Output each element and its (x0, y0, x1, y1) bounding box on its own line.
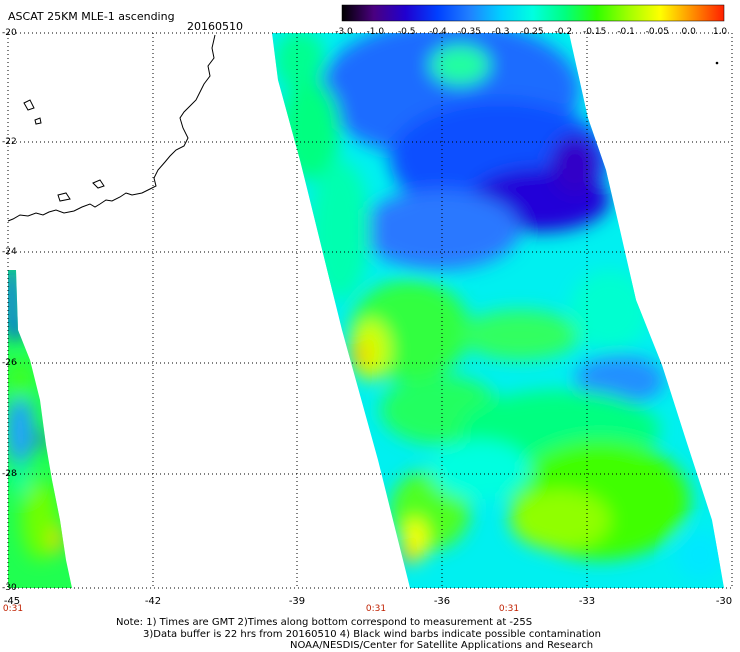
colorbar-label: -0.25 (520, 27, 544, 37)
colorbar-label: -0.5 (397, 27, 416, 37)
y-tick-label: -28 (2, 469, 17, 479)
x-tick-label: -45 (3, 596, 21, 607)
wind-swath-left (8, 270, 72, 588)
colorbar-label: -0.1 (617, 27, 635, 37)
colorbar-label: -0.15 (583, 27, 607, 37)
colorbar-label: -3.0 (335, 27, 353, 37)
y-tick-label: -22 (2, 137, 17, 147)
colorbar-label: -0.35 (457, 27, 481, 37)
colorbar-label: -0.05 (645, 27, 669, 37)
x-tick-label: -42 (144, 596, 162, 607)
time-label: 0:31 (2, 604, 24, 614)
gridlines (8, 33, 732, 588)
y-tick-label: -24 (2, 247, 17, 257)
colorbar-label: 0.0 (681, 27, 696, 37)
chart-title: ASCAT 25KM MLE-1 ascending (8, 10, 175, 23)
wind-swath-right (272, 33, 724, 588)
colorbar-label: -1.0 (366, 27, 385, 37)
plot-frame (7, 32, 733, 589)
note-line-3: NOAA/NESDIS/Center for Satellite Applica… (290, 640, 594, 651)
coastline (7, 34, 216, 222)
time-label: 0:31 (365, 604, 387, 614)
x-tick-label: -33 (578, 596, 596, 607)
y-tick-label: -20 (2, 28, 17, 38)
colorbar-label: -0.2 (554, 27, 573, 37)
note-line-2: 3)Data buffer is 22 hrs from 20160510 4)… (143, 629, 601, 640)
chart-date: 20160510 (187, 20, 243, 33)
x-tick-label: -36 (433, 596, 451, 607)
colorbar (341, 4, 725, 22)
note-line-1: Note: 1) Times are GMT 2)Times along bot… (116, 617, 533, 628)
x-tick-label: -39 (288, 596, 306, 607)
x-tick-label: -30 (715, 596, 733, 607)
time-label: 0:31 (498, 604, 520, 614)
colorbar-label: -0.3 (491, 27, 510, 37)
y-tick-label: -26 (2, 358, 17, 368)
colorbar-label: 1.0 (712, 27, 728, 37)
colorbar-label: -0.4 (429, 27, 447, 37)
y-tick-label: -30 (2, 583, 17, 593)
